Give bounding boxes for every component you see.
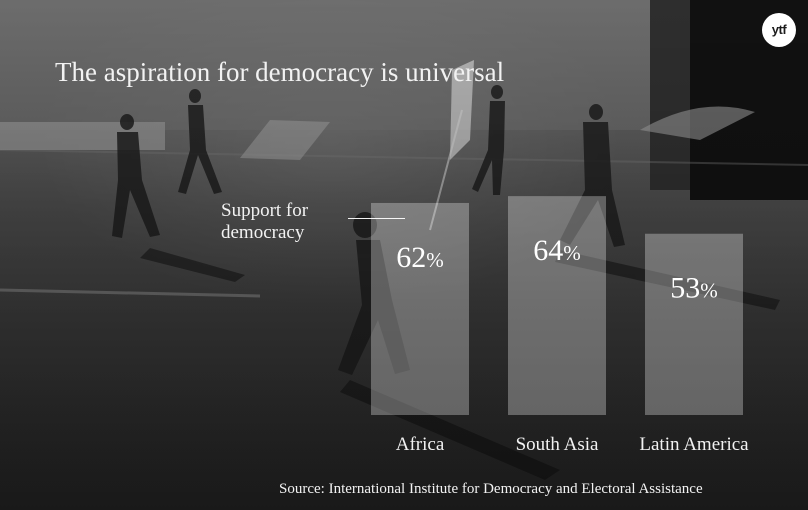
bar-group-south-asia: 64% South Asia — [508, 196, 606, 455]
chart-title: The aspiration for democracy is universa… — [55, 57, 505, 87]
bar-group-africa: 62% Africa — [371, 202, 469, 455]
ytf-logo: ytf — [762, 13, 796, 47]
y-axis-label-rule — [348, 218, 405, 219]
bar — [371, 202, 469, 415]
data-label: 64% — [533, 234, 581, 267]
category-label: Africa — [396, 434, 445, 455]
category-label: South Asia — [516, 434, 599, 455]
y-axis-label-line-1: Support for — [221, 200, 309, 221]
y-axis-label-line-2: democracy — [221, 222, 305, 243]
bar — [508, 196, 606, 415]
bar-group-latin-america: 53% Latin America — [639, 233, 749, 455]
y-axis-label: Support for democracy — [221, 200, 361, 244]
data-label: 62% — [396, 241, 444, 274]
data-label: 53% — [670, 272, 718, 305]
bar — [645, 233, 743, 415]
category-label: Latin America — [639, 434, 749, 455]
source-note: Source: International Institute for Demo… — [279, 481, 703, 497]
